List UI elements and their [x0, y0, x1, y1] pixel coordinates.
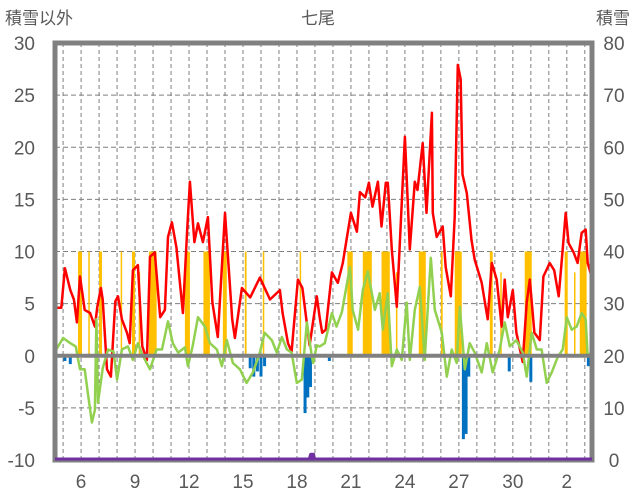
orange-bar [244, 251, 247, 356]
blue-bar [306, 355, 310, 398]
x-tick-label: 2 [562, 472, 573, 493]
x-tick-label: 9 [130, 472, 141, 493]
left-y-tick-label: 5 [24, 295, 35, 316]
blue-bar [248, 355, 252, 369]
blue-bar [586, 355, 590, 367]
x-tick-label: 27 [448, 472, 469, 493]
orange-bar [454, 251, 462, 356]
x-tick-label: 21 [340, 472, 361, 493]
blue-bar [461, 355, 465, 440]
blue-bar [255, 355, 259, 372]
right-y-tick-label: 10 [603, 399, 624, 420]
x-tick-label: 15 [232, 472, 253, 493]
right-y-tick-label: 80 [603, 34, 624, 55]
right-axis-title: 積雪 [596, 9, 630, 29]
orange-bar [579, 251, 587, 356]
blue-bar [464, 355, 468, 434]
x-tick-label: 6 [76, 472, 87, 493]
left-y-tick-label: 30 [14, 34, 35, 55]
orange-bar [148, 251, 157, 356]
x-tick-label: 30 [502, 472, 523, 493]
orange-bar [78, 251, 82, 356]
right-y-tick-label: 60 [603, 138, 624, 159]
x-tick-label: 12 [178, 472, 199, 493]
orange-bar [203, 251, 210, 356]
right-y-tick-label: 20 [603, 347, 624, 368]
orange-bar [299, 251, 302, 356]
orange-bar [564, 251, 568, 356]
blue-bar [259, 355, 263, 377]
x-tick-label: 18 [286, 472, 307, 493]
blue-bar [507, 355, 511, 372]
gridlines [55, 43, 592, 460]
right-y-tick-label: 50 [603, 190, 624, 211]
left-y-tick-label: 10 [14, 243, 35, 264]
blue-bar [327, 355, 331, 361]
orange-bar [184, 251, 190, 356]
orange-bar [489, 251, 493, 356]
plot-frame [52, 40, 595, 463]
left-y-tick-label: 15 [14, 190, 35, 211]
red-series-line [55, 63, 593, 378]
blue-bar [529, 355, 533, 382]
orange-bar [262, 251, 265, 356]
orange-bar [222, 251, 227, 356]
orange-bar [131, 251, 136, 356]
blue-bar [303, 355, 307, 414]
left-y-tick-label: -10 [8, 451, 35, 472]
orange-bar [574, 272, 576, 356]
left-y-tick-label: -5 [18, 399, 35, 420]
left-y-tick-label: 20 [14, 138, 35, 159]
x-tick-label: 24 [394, 472, 416, 493]
orange-bar [524, 251, 532, 356]
right-y-tick-label: 0 [609, 451, 620, 472]
left-axis-title: 積雪以外 [5, 9, 73, 29]
blue-bar [263, 355, 267, 367]
orange-bar [120, 251, 123, 356]
orange-bar [395, 272, 398, 356]
orange-bar [99, 251, 102, 356]
right-y-tick-label: 30 [603, 295, 624, 316]
green-series-line [53, 256, 593, 424]
orange-bar [88, 251, 90, 356]
blue-bar [63, 355, 67, 361]
orange-bar [418, 251, 426, 356]
right-y-tick-label: 40 [603, 243, 624, 264]
orange-bar [440, 251, 443, 356]
left-y-tick-label: 0 [24, 347, 35, 368]
blue-bar [308, 355, 312, 388]
chart-title: 七尾 [301, 9, 335, 29]
blue-bar [467, 355, 471, 377]
orange-bar [362, 251, 372, 356]
right-y-tick-label: 70 [603, 86, 624, 107]
blue-bar [68, 355, 72, 365]
orange-bar [347, 251, 353, 356]
left-y-tick-label: 25 [14, 86, 35, 107]
